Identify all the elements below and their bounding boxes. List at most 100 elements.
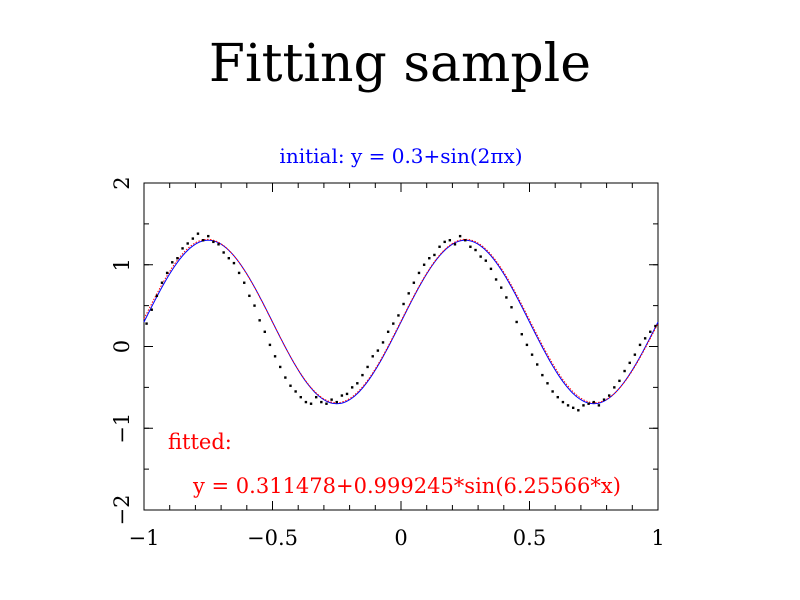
data-point — [643, 337, 647, 340]
data-point — [165, 271, 169, 275]
data-point — [530, 353, 534, 356]
data-point — [340, 394, 344, 397]
data-point — [320, 400, 323, 404]
data-point — [335, 400, 338, 404]
data-point — [196, 232, 200, 235]
data-point — [207, 234, 210, 238]
fitted-equation-label: y = 0.311478+0.999245*sin(6.25566*x) — [192, 474, 621, 498]
data-point — [428, 257, 431, 260]
data-point — [397, 314, 400, 317]
data-point — [638, 343, 642, 347]
data-point — [186, 242, 189, 245]
y-tick-label: 0 — [110, 340, 134, 353]
data-point — [171, 261, 174, 264]
data-point — [566, 404, 570, 407]
data-point — [268, 343, 272, 347]
data-point — [243, 281, 246, 284]
data-point — [628, 361, 631, 365]
data-point — [284, 376, 287, 379]
data-point — [592, 400, 595, 404]
x-tick-label: 1 — [651, 526, 664, 550]
data-point — [494, 278, 498, 281]
fitted-heading-label: fitted: — [168, 430, 232, 454]
data-point — [536, 363, 539, 366]
data-point — [273, 355, 277, 358]
data-point — [649, 330, 652, 333]
data-point — [654, 324, 657, 328]
data-point — [500, 286, 503, 289]
y-tick-label: −2 — [110, 495, 134, 526]
data-point — [412, 281, 416, 284]
data-point — [618, 379, 621, 383]
data-point — [392, 322, 395, 325]
data-point — [505, 296, 508, 299]
initial-function-label: initial: y = 0.3+sin(2πx) — [279, 144, 522, 168]
data-point — [263, 330, 266, 333]
data-point — [479, 255, 482, 258]
data-point — [201, 239, 205, 242]
curves-layer — [143, 238, 659, 405]
data-point — [222, 251, 225, 254]
data-point — [253, 304, 256, 307]
data-point — [541, 373, 544, 377]
data-point — [325, 402, 328, 405]
data-point — [623, 369, 626, 373]
data-point — [155, 294, 159, 298]
data-point — [587, 402, 590, 405]
data-point — [145, 322, 148, 325]
x-tick-label: 0.5 — [513, 526, 546, 550]
data-point — [510, 306, 513, 309]
data-point — [571, 406, 575, 410]
data-point — [232, 261, 236, 265]
data-point — [484, 259, 488, 262]
data-point — [433, 253, 436, 257]
y-tick-label: 2 — [110, 176, 134, 189]
data-point — [309, 402, 313, 405]
data-point — [150, 308, 153, 311]
page-title: Fitting sample — [208, 34, 592, 94]
data-point — [551, 390, 554, 393]
data-point — [515, 320, 518, 324]
data-point — [248, 294, 251, 298]
data-point — [443, 240, 446, 244]
data-point — [607, 394, 611, 397]
data-point — [381, 341, 385, 344]
data-point — [613, 386, 616, 389]
data-point — [212, 240, 215, 244]
plot-frame — [143, 182, 659, 511]
data-points-layer — [145, 232, 657, 412]
data-point — [597, 404, 601, 407]
x-axis: −1 −0.5 0 0.5 1 — [129, 183, 665, 550]
data-point — [376, 349, 380, 352]
data-point — [556, 395, 559, 399]
data-point — [577, 409, 580, 412]
data-point — [520, 333, 523, 336]
data-point — [417, 271, 421, 275]
data-point — [279, 365, 282, 369]
data-point — [227, 257, 231, 260]
data-point — [366, 365, 369, 369]
data-point — [330, 398, 333, 401]
data-point — [464, 239, 467, 242]
data-point — [371, 355, 374, 358]
data-point — [474, 248, 477, 252]
data-point — [181, 247, 184, 250]
x-tick-label: −0.5 — [247, 526, 298, 550]
data-point — [525, 343, 529, 347]
data-point — [469, 245, 472, 248]
data-point — [633, 353, 637, 356]
data-point — [407, 292, 410, 295]
data-point — [386, 330, 390, 333]
data-point — [237, 271, 241, 275]
data-point — [438, 245, 441, 248]
data-point — [422, 263, 426, 266]
data-point — [289, 384, 292, 387]
data-point — [299, 395, 302, 399]
y-tick-label: −1 — [110, 413, 134, 444]
data-point — [582, 404, 585, 407]
data-point — [258, 319, 261, 322]
data-point — [402, 302, 405, 306]
y-axis: −2 −1 0 1 2 — [110, 176, 658, 525]
data-point — [453, 243, 457, 246]
initial-curve — [143, 239, 659, 405]
